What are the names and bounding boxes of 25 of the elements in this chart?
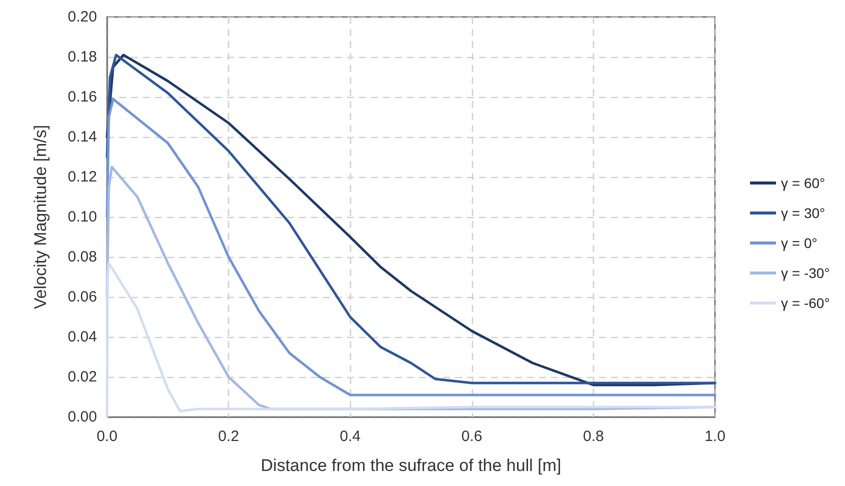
x-tick-label: 0.0	[96, 428, 118, 445]
y-tick-label: 0.12	[68, 168, 97, 186]
line-series	[106, 98, 716, 396]
y-tick-label: 0.20	[68, 8, 97, 26]
y-tick-label: 0.18	[68, 48, 97, 66]
x-tick-label: 0.6	[461, 428, 482, 445]
y-tick-label: 0.04	[68, 328, 97, 346]
legend-label: γ = 30°	[781, 205, 826, 221]
y-tick-label: 0.02	[68, 368, 97, 386]
x-tick-label: 1.0	[704, 428, 726, 445]
x-axis-title: Distance from the sufrace of the hull [m]	[260, 456, 562, 475]
legend-label: γ = -30°	[781, 265, 830, 281]
legend-label: γ = 60°	[781, 175, 826, 191]
legend-label: γ = 0°	[781, 235, 818, 251]
y-tick-label: 0.16	[68, 88, 97, 106]
y-tick-label: 0.00	[68, 408, 97, 426]
x-tick-label: 0.8	[582, 428, 604, 445]
y-tick-label: 0.14	[68, 128, 97, 146]
legend-label: γ = -60°	[781, 295, 830, 311]
y-axis-title: Velocity Magnitude [m/s]	[31, 124, 50, 310]
y-tick-label: 0.08	[68, 248, 97, 266]
y-tick-label: 0.06	[68, 288, 97, 306]
y-tick-label: 0.10	[68, 208, 97, 226]
x-tick-label: 0.2	[218, 428, 240, 445]
x-tick-label: 0.4	[340, 428, 361, 445]
